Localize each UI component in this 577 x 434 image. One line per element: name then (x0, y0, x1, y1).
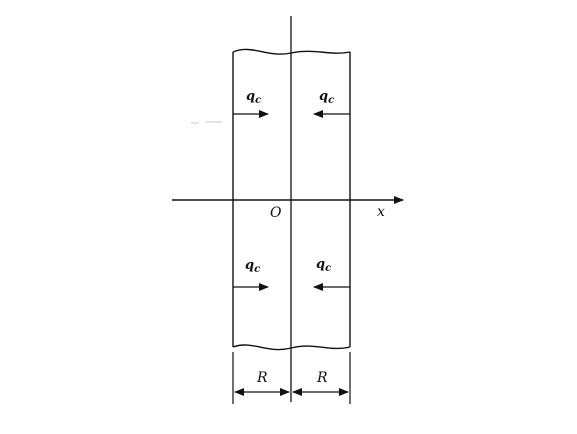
flux-label: qc (245, 258, 260, 275)
heat-flux-upper-right: qc (313, 89, 350, 118)
dimension-label-left: R (256, 370, 268, 386)
flux-label-main: q (245, 258, 254, 273)
dimension-lines (232, 352, 351, 404)
flux-label-sub: c (325, 263, 331, 274)
x-axis-label: x (377, 204, 385, 220)
flux-label-main: q (246, 89, 255, 104)
origin-label: O (270, 205, 282, 221)
flux-label: qc (246, 89, 261, 106)
flux-label-main: q (316, 257, 325, 272)
flux-label-sub: c (328, 95, 334, 106)
heat-flux-lower-right: qc (313, 257, 350, 291)
flux-label-sub: c (254, 264, 260, 275)
heat-flux-lower-left: qc (233, 258, 269, 291)
flux-label: qc (316, 257, 331, 274)
dimension-label-right: R (316, 370, 328, 386)
heat-flux-upper-left: qc (233, 89, 269, 118)
flux-label-sub: c (255, 95, 261, 106)
flux-label: qc (319, 89, 334, 106)
scan-artifacts (191, 121, 222, 124)
flux-label-main: q (319, 89, 328, 104)
